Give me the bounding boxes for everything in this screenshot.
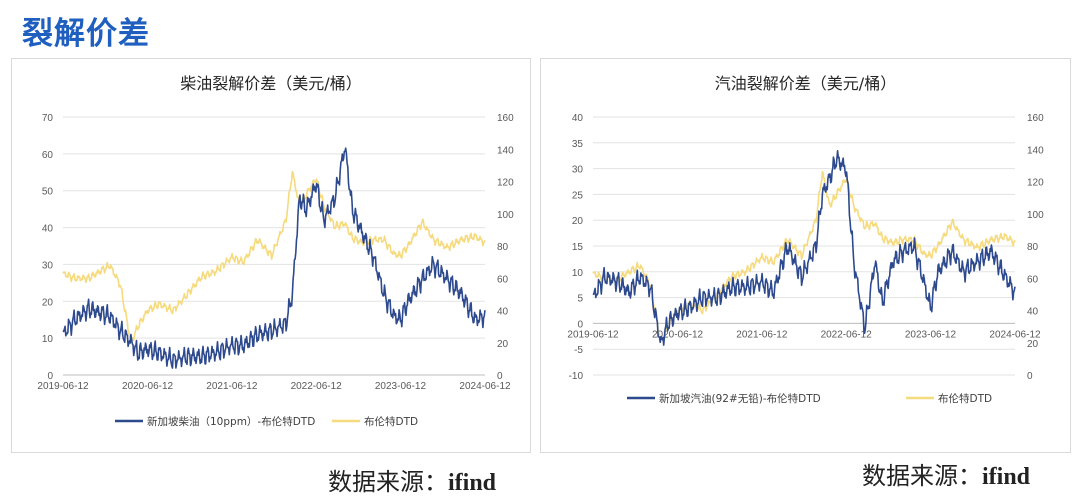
- x-axis-tick-label: 2021-06-12: [736, 329, 788, 340]
- left-axis-tick-label: 20: [42, 297, 54, 308]
- left-axis-tick-label: 60: [42, 150, 54, 161]
- right-axis-tick-label: 120: [1027, 178, 1044, 189]
- legend-label: 布伦特DTD: [938, 392, 992, 405]
- left-axis-tick-label: 40: [42, 224, 54, 235]
- right-axis-tick-label: 0: [497, 371, 503, 382]
- left-axis-tick-label: 25: [572, 190, 584, 201]
- left-axis-tick-label: 30: [42, 260, 54, 271]
- x-axis-tick-label: 2022-06-12: [291, 381, 343, 392]
- x-axis-tick-label: 2019-06-12: [37, 381, 89, 392]
- data-source-label: 数据来源：: [862, 462, 982, 490]
- right-axis-tick-label: 140: [1027, 145, 1044, 156]
- data-source-left: 数据来源：ifind: [328, 462, 496, 497]
- right-axis-tick-label: 80: [1027, 242, 1039, 253]
- x-axis-tick-label: 2020-06-12: [122, 381, 174, 392]
- right-axis-tick-label: 120: [497, 178, 514, 189]
- left-axis-tick-label: 0: [47, 371, 53, 382]
- gasoline-chart-title: 汽油裂解价差（美元/桶）: [715, 74, 896, 93]
- data-source-label: 数据来源：: [328, 468, 448, 496]
- gasoline-crack-chart-panel: 汽油裂解价差（美元/桶） -10 -5 0 5 10 15 20 25 30 35 40 0 20 40 60…: [540, 58, 1071, 453]
- legend-label: 新加坡汽油(92#无铅)-布伦特DTD: [659, 392, 821, 405]
- x-axis-tick-label: 2020-06-12: [652, 329, 704, 340]
- gasoline-crack-chart: 汽油裂解价差（美元/桶） -10 -5 0 5 10 15 20 25 30 35 40 0 20 40 60…: [567, 74, 1044, 405]
- right-axis-tick-label: 140: [497, 145, 514, 156]
- page-title: 裂解价差: [22, 16, 150, 52]
- left-axis-tick-label: 40: [572, 113, 584, 124]
- crack-spread-line: [592, 150, 1016, 346]
- right-axis-tick-label: 100: [1027, 210, 1044, 221]
- x-axis-tick-label: 2024-06-12: [459, 381, 511, 392]
- data-source-right: 数据来源：ifind: [862, 456, 1030, 491]
- data-source-value: ifind: [448, 470, 497, 496]
- left-axis-tick-label: 35: [572, 139, 584, 150]
- left-axis-tick-label: 20: [572, 216, 584, 227]
- x-axis-tick-label: 2022-06-12: [821, 329, 873, 340]
- x-axis-tick-label: 2023-06-12: [905, 329, 957, 340]
- right-axis-tick-label: 100: [497, 210, 514, 221]
- right-axis-tick-label: 20: [1027, 339, 1039, 350]
- right-axis-tick-label: 0: [1027, 371, 1033, 382]
- left-axis-tick-label: 5: [577, 294, 583, 305]
- legend-label: 布伦特DTD: [364, 415, 418, 428]
- x-axis-tick-label: 2021-06-12: [206, 381, 258, 392]
- left-axis-tick-label: -10: [569, 371, 584, 382]
- x-axis-tick-label: 2019-06-12: [567, 329, 619, 340]
- right-axis-tick-label: 60: [497, 274, 509, 285]
- left-axis-tick-label: 70: [42, 113, 54, 124]
- x-axis-tick-label: 2024-06-12: [989, 329, 1041, 340]
- right-axis-tick-label: 160: [497, 113, 514, 124]
- right-axis-tick-label: 160: [1027, 113, 1044, 124]
- right-axis-tick-label: 40: [1027, 307, 1039, 318]
- legend-label: 新加坡柴油（10ppm）-布伦特DTD: [147, 415, 315, 428]
- x-axis-tick-label: 2023-06-12: [375, 381, 427, 392]
- left-axis-tick-label: 0: [577, 319, 583, 330]
- left-axis-tick-label: 10: [42, 334, 54, 345]
- right-axis-tick-label: 60: [1027, 274, 1039, 285]
- diesel-crack-chart: 柴油裂解价差（美元/桶） 0 10 20 30 40 50 60 70 0 20 40 60 80 100 1…: [37, 74, 514, 428]
- left-axis-tick-label: 10: [572, 268, 584, 279]
- diesel-chart-title: 柴油裂解价差（美元/桶）: [180, 74, 361, 93]
- left-axis-tick-label: -5: [574, 345, 583, 356]
- diesel-crack-chart-panel: 柴油裂解价差（美元/桶） 0 10 20 30 40 50 60 70 0 20 40 60 80 100 1…: [11, 58, 531, 453]
- right-axis-tick-label: 40: [497, 307, 509, 318]
- brent-dtd-line: [62, 170, 486, 341]
- crack-spread-line: [62, 147, 486, 369]
- data-source-value: ifind: [982, 464, 1031, 490]
- right-axis-tick-label: 80: [497, 242, 509, 253]
- left-axis-tick-label: 50: [42, 187, 54, 198]
- left-axis-tick-label: 15: [572, 242, 584, 253]
- right-axis-tick-label: 20: [497, 339, 509, 350]
- left-axis-tick-label: 30: [572, 165, 584, 176]
